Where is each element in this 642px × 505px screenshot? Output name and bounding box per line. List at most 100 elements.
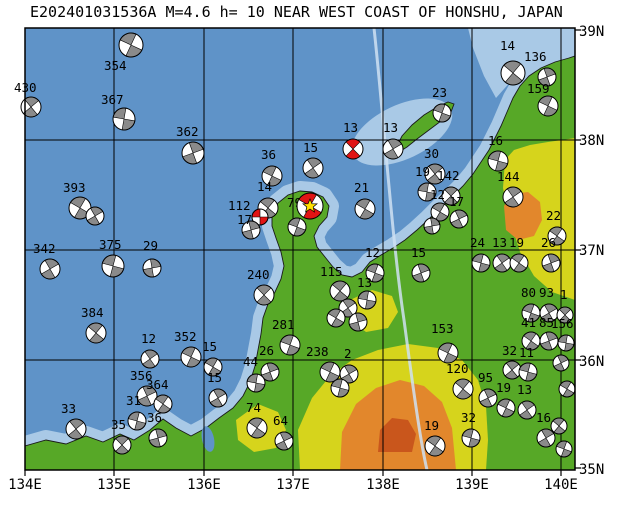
focal-mechanism-beachball (140, 349, 160, 369)
lat-label-38n: 38N (579, 133, 604, 149)
focal-mechanism-beachball (279, 334, 301, 356)
event-depth-label: 13 (492, 235, 507, 250)
event-depth-label: 22 (546, 208, 561, 223)
focal-mechanism-beachball (302, 157, 324, 179)
focal-mechanism-beachball (287, 217, 307, 237)
focal-mechanism-beachball (557, 334, 575, 352)
focal-mechanism-beachball (496, 398, 516, 418)
lon-label-135e: 135E (97, 477, 131, 493)
focal-mechanism-beachball (348, 312, 368, 332)
focal-mechanism-beachball (326, 308, 346, 328)
lon-label-138e: 138E (366, 477, 400, 493)
focal-mechanism-beachball (208, 388, 228, 408)
focal-mechanism-beachball (547, 226, 567, 246)
focal-mechanism-beachball (39, 258, 61, 280)
event-depth-label: 13 (383, 120, 398, 135)
focal-mechanism-beachball (502, 360, 522, 380)
focal-mechanism-beachball (478, 388, 498, 408)
focal-mechanism-beachball (65, 418, 87, 440)
event-depth-label: 342 (33, 241, 56, 256)
focal-mechanism-beachball (153, 394, 173, 414)
focal-mechanism-beachball (432, 103, 452, 123)
focal-mechanism-beachball (537, 67, 557, 87)
event-depth-label: 1 (560, 287, 568, 302)
focal-mechanism-beachball (539, 303, 559, 323)
lon-label-136e: 136E (187, 477, 221, 493)
event-depth-label: 375 (99, 237, 122, 252)
event-depth-label: 80 (521, 285, 536, 300)
focal-mechanism-beachball (441, 186, 461, 206)
epicenter-star (302, 198, 318, 213)
focal-mechanism-beachball (112, 107, 136, 131)
lon-label-137e: 137E (276, 477, 310, 493)
event-depth-label: 142 (437, 168, 460, 183)
focal-mechanism-beachball (261, 165, 283, 187)
focal-mechanism-beachball (136, 385, 158, 407)
event-depth-label: 32 (502, 343, 517, 358)
event-depth-label: 352 (174, 329, 197, 344)
focal-mechanism-beachball (552, 354, 570, 372)
focal-mechanism-beachball (555, 440, 573, 458)
tectonic-contour-line (372, 28, 429, 470)
event-depth-label: 19 (509, 235, 524, 250)
event-depth-label: 16 (488, 133, 503, 148)
event-depth-label: 354 (104, 58, 127, 73)
map-frame (24, 27, 576, 471)
focal-mechanism-beachball (203, 357, 223, 377)
focal-mechanism-beachball (101, 254, 125, 278)
event-depth-label: 17 (449, 194, 464, 209)
lat-label-37n: 37N (579, 243, 604, 259)
event-depth-label: 13 (357, 275, 372, 290)
event-depth-label: 136 (524, 49, 547, 64)
focal-mechanism-beachball (424, 435, 446, 457)
focal-mechanism-beachball (85, 206, 105, 226)
event-depth-label: 35 (111, 417, 126, 432)
focal-mechanism-beachball (437, 342, 459, 364)
event-depth-label: 115 (320, 264, 343, 279)
focal-mechanism-beachball (556, 306, 574, 324)
event-depth-label: 153 (431, 321, 454, 336)
focal-mechanism-beachball (330, 378, 350, 398)
focal-mechanism-beachball (487, 150, 509, 172)
focal-mechanism-beachball (354, 198, 376, 220)
focal-mechanism-beachball (461, 428, 481, 448)
focal-mechanism-beachball (260, 362, 280, 382)
event-depth-label: 144 (497, 169, 520, 184)
focal-mechanism-beachball (365, 263, 385, 283)
focal-mechanism-beachball (541, 253, 561, 273)
focal-mechanism-beachball (85, 322, 107, 344)
event-depth-label: 33 (61, 401, 76, 416)
lat-label-39n: 39N (579, 24, 604, 40)
event-depth-label: 44 (243, 354, 258, 369)
event-depth-label: 367 (101, 92, 124, 107)
lon-label-139e: 139E (455, 477, 489, 493)
focal-mechanism-beachball (550, 417, 568, 435)
graticule (25, 28, 575, 470)
shallow-water-northeast (468, 28, 575, 98)
event-depth-label: 17 (237, 212, 252, 227)
event-depth-label: 19 (496, 380, 511, 395)
focal-mechanism-beachball (20, 96, 42, 118)
focal-mechanism-beachball (449, 209, 469, 229)
lon-label-134e: 134E (8, 477, 42, 493)
focal-mechanism-beachball (241, 220, 261, 240)
focal-mechanism-beachball (558, 380, 576, 398)
event-depth-label: 30 (424, 146, 439, 161)
focal-mechanism-beachball (537, 95, 559, 117)
event-depth-label: 74 (246, 400, 261, 415)
event-depth-label: 11 (519, 345, 534, 360)
focal-mechanism-beachball (518, 362, 538, 382)
event-depth-label: 364 (146, 377, 169, 392)
event-depth-label: 64 (273, 413, 288, 428)
event-depth-label: 36 (147, 410, 162, 425)
event-depth-label: 12 (365, 245, 380, 260)
lat-label-36n: 36N (579, 354, 604, 370)
focal-mechanism-beachball (251, 208, 269, 226)
event-depth-label: 156 (551, 316, 574, 331)
focal-mechanism-beachball (536, 428, 556, 448)
event-depth-label: 16 (536, 410, 551, 425)
event-depth-label: 95 (478, 370, 493, 385)
event-depth-label: 159 (527, 81, 550, 96)
focal-mechanism-beachball (342, 138, 364, 160)
